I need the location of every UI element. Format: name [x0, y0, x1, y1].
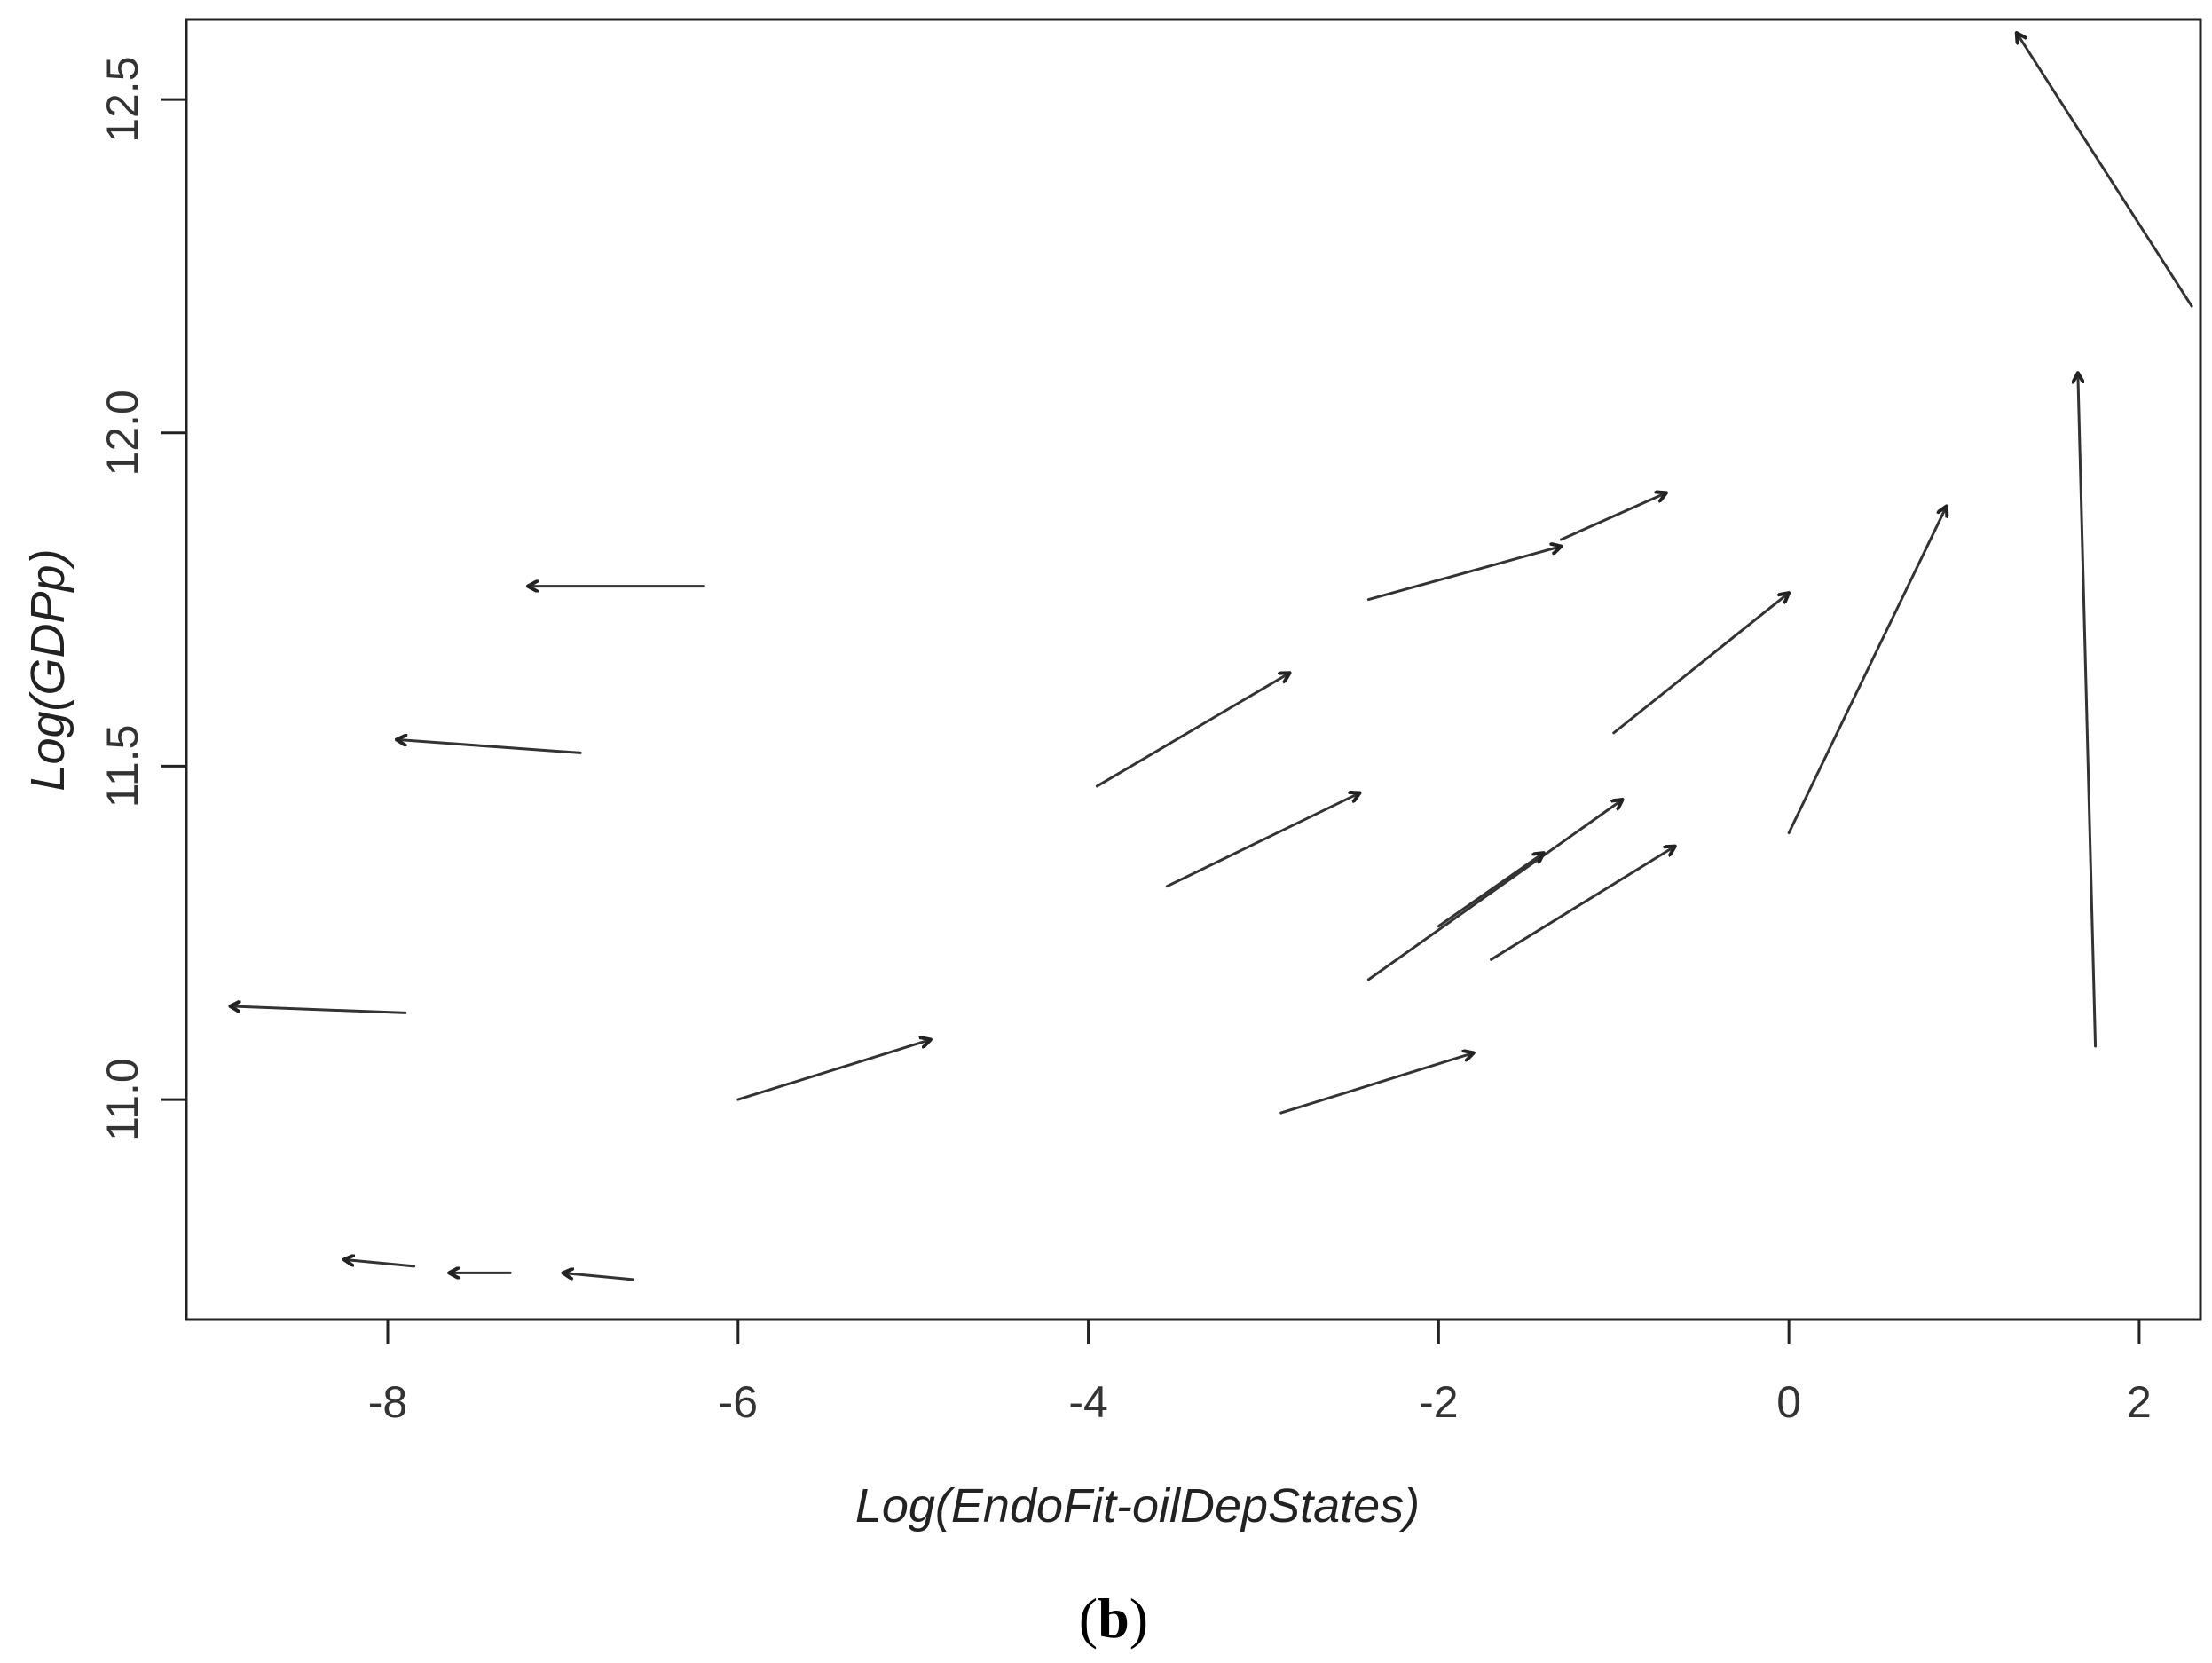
arrow-mark — [1279, 1052, 1474, 1115]
x-tick-label: 2 — [2127, 1377, 2152, 1427]
arrow-mark — [1095, 673, 1289, 788]
arrow-mark — [2017, 33, 2193, 308]
y-tick-label: 11.5 — [98, 725, 147, 808]
arrow-mark — [1490, 847, 1675, 961]
x-axis-title: Log(EndoFit-oilDepStates) — [855, 1479, 1420, 1533]
arrow-mark — [1437, 853, 1543, 928]
panel-label-open: ( — [1079, 1587, 1098, 1650]
x-tick-label: -6 — [719, 1377, 758, 1427]
x-tick-label: 0 — [1776, 1377, 1801, 1427]
arrow-mark — [736, 1039, 931, 1101]
arrow-mark — [1612, 593, 1789, 735]
arrow-mark — [230, 1006, 407, 1014]
x-tick-label: -4 — [1068, 1377, 1107, 1427]
arrow-mark — [397, 739, 582, 754]
arrows-layer — [230, 33, 2193, 1281]
arrow-mark — [1366, 800, 1622, 981]
panel-label-letter: b — [1098, 1587, 1130, 1650]
arrow-mark — [1787, 506, 1947, 835]
panel-label-close: ) — [1130, 1587, 1148, 1650]
arrow-mark — [2078, 373, 2098, 1048]
y-axis: 11.0 11.5 12.0 12.5 — [98, 56, 186, 1141]
arrow-mark — [1560, 493, 1666, 541]
panel-label: (b) — [1079, 1587, 1148, 1650]
x-tick-label: -8 — [368, 1377, 407, 1427]
x-tick-label: -2 — [1419, 1377, 1458, 1427]
y-tick-label: 12.5 — [98, 56, 147, 142]
arrow-mark — [563, 1273, 634, 1281]
arrow-mark — [1366, 547, 1561, 602]
arrow-mark — [344, 1259, 416, 1268]
y-tick-label: 12.0 — [98, 390, 147, 476]
x-axis: -8 -6 -4 -2 0 2 — [368, 1320, 2152, 1427]
plot-frame — [185, 18, 2202, 1321]
arrow-mark — [1165, 792, 1359, 888]
y-tick-label: 11.0 — [98, 1058, 147, 1141]
y-axis-title: Log(GDPp) — [21, 548, 75, 791]
